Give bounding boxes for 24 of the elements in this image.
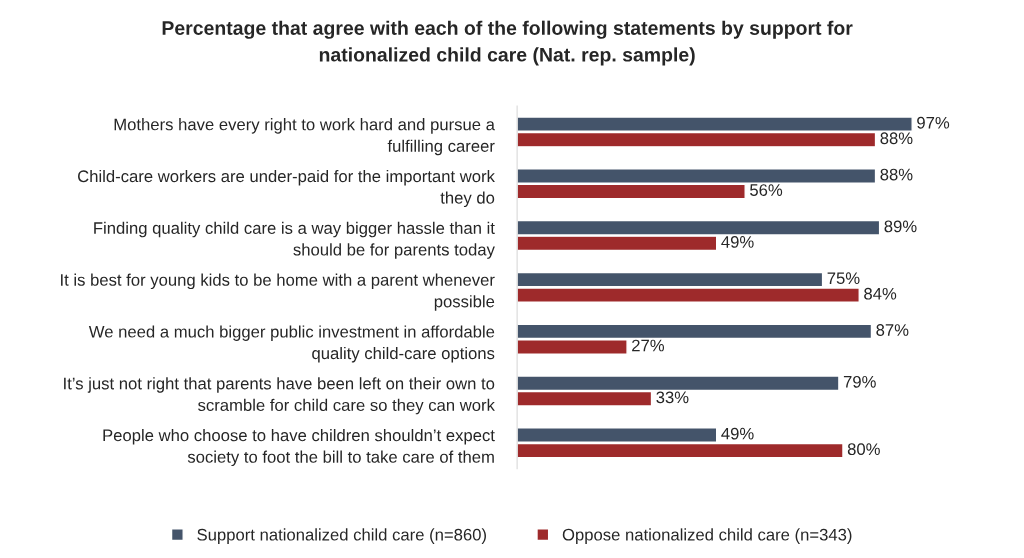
data-label: 49%	[721, 236, 754, 248]
data-label: 88%	[880, 168, 913, 181]
data-label: 84%	[864, 287, 897, 300]
data-label: 27%	[632, 339, 665, 352]
legend-label: Oppose nationalized child care (n=343)	[562, 528, 852, 544]
y-tick-label: We need a much bigger public investment in affordable quality child-care options	[88, 325, 495, 363]
data-label: 97%	[917, 116, 950, 129]
y-tick-label: Child-care workers are under-paid for the important work they do	[78, 169, 495, 208]
y-tick-label: It is best for young kids to be home with a parent whenever possible	[61, 273, 495, 311]
legend-label: Support nationalized child care (n=860)	[197, 528, 486, 544]
data-label: 75%	[827, 272, 860, 285]
y-tick-label: Finding quality child care is a way bigger hassle than it should be for parents today	[94, 221, 495, 259]
y-tick-label: Mothers have every right to work hard and pursue a fulfilling career	[114, 118, 495, 156]
y-tick-label: People who choose to have children shouldn’t expect society to foot the bill to take care of them	[103, 429, 495, 467]
data-label: 88%	[880, 132, 913, 145]
data-label: 89%	[884, 220, 917, 233]
y-tick-label: It’s just not right that parents have been left on their own to scramble for child care so they can work	[64, 377, 495, 415]
data-label: 80%	[847, 443, 880, 456]
data-label: 33%	[656, 391, 689, 404]
data-label: 79%	[843, 375, 876, 388]
data-label: 56%	[750, 184, 783, 196]
data-label: 49%	[721, 427, 754, 440]
data-label: 87%	[876, 324, 909, 336]
chart-title: Percentage that agree with each of the following statements by support for nationalized child care (Nat. rep. sample)	[162, 20, 853, 66]
